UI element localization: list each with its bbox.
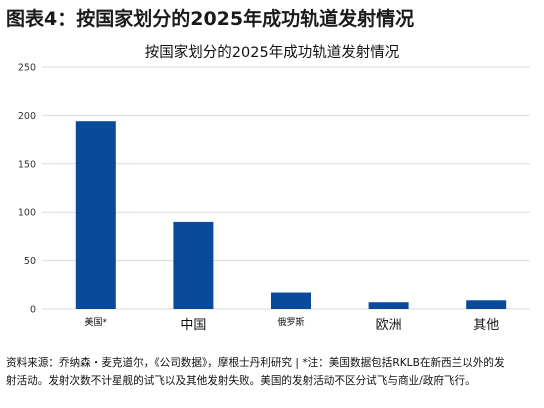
bar-chart: 0 50 100 150 200 250 美国* 中国 俄罗斯 欧洲 其他 <box>18 63 530 333</box>
x-tick-label: 中国 <box>180 318 206 333</box>
source-note: 资料来源：乔纳森・麦克道尔，《公司数据》，摩根士丹利研究 | *注：美国数据包括… <box>6 354 536 390</box>
bar <box>466 300 507 309</box>
figure-title: 图表4：按国家划分的2025年成功轨道发射情况 <box>6 8 415 30</box>
x-tick-label: 俄罗斯 <box>277 316 304 328</box>
bar <box>271 292 311 309</box>
x-tick-label: 其他 <box>473 318 499 333</box>
y-tick-label: 200 <box>18 111 36 122</box>
chart-title: 按国家划分的2025年成功轨道发射情况 <box>144 45 400 61</box>
y-tick-label: 50 <box>24 256 36 267</box>
bar <box>75 121 116 309</box>
bar <box>173 221 214 309</box>
bar <box>368 302 409 309</box>
x-tick-label: 美国* <box>85 316 108 328</box>
x-tick-label: 欧洲 <box>376 318 402 333</box>
source-line-1: 资料来源：乔纳森・麦克道尔，《公司数据》，摩根士丹利研究 | *注：美国数据包括… <box>6 357 505 369</box>
y-tick-label: 100 <box>18 208 36 219</box>
y-tick-label: 250 <box>18 63 36 74</box>
y-tick-label: 150 <box>18 159 36 170</box>
y-tick-label: 0 <box>30 305 36 316</box>
source-line-2: 射活动。发射次数不计星舰的试飞以及其他发射失败。美国的发射活动不区分试飞与商业/… <box>6 375 476 387</box>
